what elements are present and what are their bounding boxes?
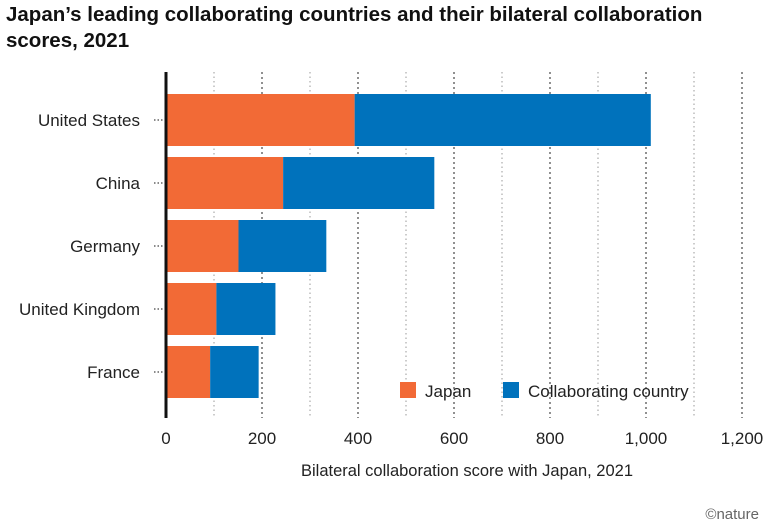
category-label: China — [96, 174, 141, 193]
category-label: United States — [38, 111, 140, 130]
bar-japan — [166, 94, 355, 146]
chart-title: Japan’s leading collaborating countries … — [6, 3, 703, 52]
x-tick-labels: 0 200 400 600 800 1,000 1,200 — [161, 429, 763, 448]
legend: Japan Collaborating country — [400, 382, 689, 401]
category-label: France — [87, 363, 140, 382]
x-tick-label: 1,200 — [721, 429, 764, 448]
x-tick-label: 1,000 — [625, 429, 668, 448]
legend-label: Collaborating country — [528, 382, 689, 401]
bars — [166, 94, 651, 398]
category-label: Germany — [70, 237, 140, 256]
bar-collaborating-country — [216, 283, 276, 335]
x-tick-label: 400 — [344, 429, 372, 448]
x-tick-label: 0 — [161, 429, 170, 448]
bar-collaborating-country — [354, 94, 651, 146]
legend-label: Japan — [425, 382, 471, 401]
x-tick-label: 600 — [440, 429, 468, 448]
bar-collaborating-country — [210, 346, 259, 398]
bar-japan — [166, 220, 239, 272]
x-tick-label: 200 — [248, 429, 276, 448]
legend-swatch — [400, 382, 416, 398]
category-label: United Kingdom — [19, 300, 140, 319]
legend-swatch — [503, 382, 519, 398]
bar-japan — [166, 346, 211, 398]
bar-japan — [166, 157, 284, 209]
bar-collaborating-country — [283, 157, 435, 209]
nature-credit: ©nature — [705, 506, 759, 523]
x-axis-title: Bilateral collaboration score with Japan… — [301, 462, 633, 480]
bar-japan — [166, 283, 217, 335]
category-labels: United States China Germany United Kingdom F… — [19, 111, 164, 382]
bar-collaborating-country — [238, 220, 327, 272]
x-tick-label: 800 — [536, 429, 564, 448]
